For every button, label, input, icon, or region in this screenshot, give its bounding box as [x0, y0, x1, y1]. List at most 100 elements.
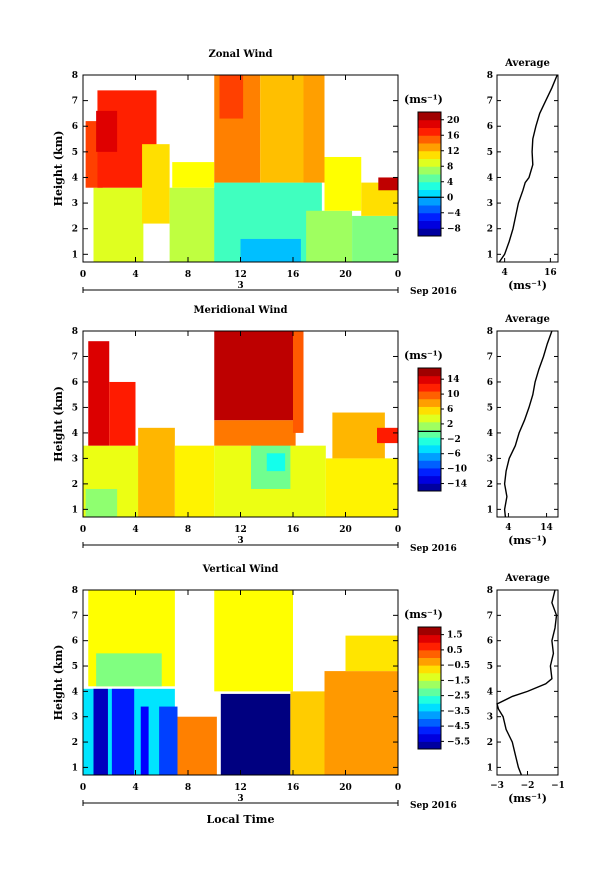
- colorbar-band: [418, 710, 441, 719]
- colorbar-band: [418, 695, 441, 704]
- colorbar-band: [418, 383, 441, 392]
- average-x-tick-label: 4: [505, 523, 511, 533]
- colorbar-band: [418, 228, 441, 237]
- colorbar-band: [418, 665, 441, 674]
- x-tick-label: 20: [339, 783, 352, 793]
- colorbar-band: [418, 205, 441, 214]
- x-tick-label: 8: [185, 525, 191, 535]
- heatmap-cell: [214, 331, 293, 421]
- average-y-tick-label: 8: [487, 586, 493, 596]
- y-tick-label: 5: [72, 662, 78, 672]
- x-tick-label: 0: [80, 525, 86, 535]
- average-line: [496, 589, 558, 776]
- colorbar-band: [418, 680, 441, 689]
- y-tick-label: 4: [72, 429, 78, 439]
- average-x-tick-label: 16: [544, 268, 557, 278]
- heatmap-cell: [140, 706, 149, 775]
- heatmap-cell: [172, 162, 215, 188]
- colorbar-tick-label: −14: [447, 480, 467, 490]
- heatmap-cell: [219, 75, 244, 119]
- average-x-unit: (ms⁻¹): [508, 792, 547, 805]
- colorbar-band: [418, 368, 441, 377]
- heatmap-cell: [332, 412, 385, 459]
- heatmap-cell: [93, 688, 108, 775]
- colorbar-band: [418, 733, 441, 742]
- colorbar-band: [418, 391, 441, 400]
- heatmap-cell: [260, 75, 304, 183]
- average-y-tick-label: 1: [487, 505, 493, 515]
- y-axis-label: Height (km): [52, 386, 65, 462]
- y-tick-label: 1: [72, 763, 78, 773]
- heatmap-cell: [214, 420, 296, 446]
- average-profile: Average 1 2 3 4 5 6 7 8 4 14(ms⁻¹): [487, 314, 559, 547]
- colorbar: 20 16 12 8 4 0 −4 −8 (ms⁻¹): [404, 93, 461, 237]
- month-year-label: Sep 2016: [410, 801, 457, 811]
- colorbar-band: [418, 452, 441, 461]
- colorbar-band: [418, 741, 441, 750]
- panel-title: Zonal Wind: [208, 49, 272, 60]
- y-axis-label: Height (km): [52, 645, 65, 721]
- colorbar-tick-label: −4: [447, 209, 461, 219]
- colorbar-band: [418, 429, 441, 438]
- y-tick-label: 6: [72, 378, 78, 388]
- x-tick-label: 16: [287, 525, 300, 535]
- colorbar-band: [418, 398, 441, 407]
- heatmap-cell: [324, 156, 362, 211]
- average-frame: [496, 74, 559, 263]
- colorbar-band: [418, 375, 441, 384]
- average-y-tick-label: 6: [487, 378, 493, 388]
- colorbar-band: [418, 483, 441, 492]
- panel-title: Meridional Wind: [193, 305, 287, 316]
- heatmap: [83, 331, 398, 517]
- average-y-tick-label: 4: [487, 687, 493, 697]
- average-x-tick-label: 14: [540, 523, 553, 533]
- average-y-tick-label: 7: [487, 352, 493, 362]
- average-x-unit: (ms⁻¹): [508, 279, 547, 292]
- heatmap-cell: [306, 210, 353, 262]
- colorbar-tick-label: −5.5: [447, 737, 470, 747]
- x-tick-label: 8: [185, 783, 191, 793]
- y-tick-label: 8: [72, 586, 78, 596]
- colorbar-tick-label: −2: [447, 435, 461, 445]
- average-y-tick-label: 8: [487, 71, 493, 81]
- y-tick-label: 4: [72, 687, 78, 697]
- average-y-tick-label: 1: [487, 250, 493, 260]
- x-tick-label: 12: [234, 270, 247, 280]
- heatmap-cell: [290, 691, 325, 775]
- y-tick-label: 3: [72, 454, 78, 464]
- average-profile: Average 1 2 3 4 5 6 7 8 −3 −2 −1 (ms⁻¹): [487, 573, 565, 805]
- colorbar-band: [418, 421, 441, 430]
- colorbar-band: [418, 649, 441, 658]
- colorbar-tick-label: 1.5: [447, 631, 463, 641]
- colorbar-tick-label: −8: [447, 224, 461, 234]
- average-title: Average: [504, 58, 550, 69]
- y-tick-label: 8: [72, 71, 78, 81]
- y-tick-label: 1: [72, 505, 78, 515]
- x-tick-label: 12: [234, 783, 247, 793]
- y-tick-label: 3: [72, 199, 78, 209]
- heatmap-cell: [169, 187, 217, 262]
- average-x-tick-label: −2: [521, 781, 535, 791]
- heatmap-cell: [96, 110, 118, 152]
- x-axis-label: Local Time: [207, 813, 275, 826]
- colorbar-band: [418, 119, 441, 128]
- colorbar-frame: [417, 367, 442, 492]
- average-y-tick-label: 7: [487, 97, 493, 107]
- colorbar-band: [418, 672, 441, 681]
- colorbar-band: [418, 197, 441, 206]
- colorbar-band: [418, 174, 441, 183]
- colorbar-tick-label: −0.5: [447, 661, 470, 671]
- colorbar-band: [418, 127, 441, 136]
- heatmap-cell: [177, 716, 217, 775]
- average-y-tick-label: 3: [487, 199, 493, 209]
- y-tick-label: 7: [72, 352, 78, 362]
- x-tick-label: 12: [234, 525, 247, 535]
- average-y-tick-label: 6: [487, 637, 493, 647]
- x-tick-label: 16: [287, 270, 300, 280]
- date-label: 3: [237, 536, 243, 546]
- colorbar-band: [418, 220, 441, 229]
- heatmap-cell: [214, 590, 293, 692]
